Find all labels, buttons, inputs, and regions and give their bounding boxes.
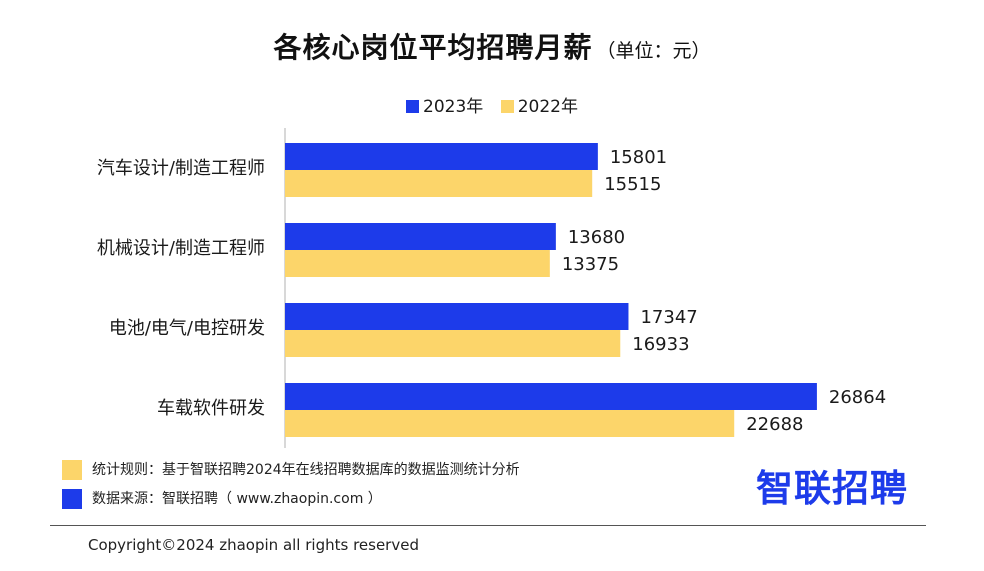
value-label: 15515 — [604, 174, 661, 195]
note-swatch-blue — [62, 489, 82, 509]
value-label: 22688 — [746, 414, 803, 435]
legend-label-2023: 2023年 — [423, 97, 484, 117]
bar-2023 — [285, 383, 817, 410]
note-source: 数据来源：智联招聘（ www.zhaopin.com ） — [62, 488, 382, 509]
bar-2022 — [285, 170, 593, 197]
bar-2023 — [285, 223, 556, 250]
value-label: 17347 — [640, 307, 697, 328]
bar-2023 — [285, 143, 598, 170]
bar-2023 — [285, 303, 629, 330]
bar-2022 — [285, 330, 621, 357]
legend-swatch-2023 — [406, 100, 420, 113]
title-text: 各核心岗位平均招聘月薪 — [273, 31, 593, 64]
value-label: 13680 — [568, 227, 625, 248]
note-source-text: 数据来源：智联招聘（ www.zhaopin.com ） — [92, 491, 382, 507]
legend-swatch-2022 — [500, 100, 514, 113]
category-label: 汽车设计/制造工程师 — [97, 158, 265, 179]
unit-label: （单位：元） — [596, 40, 711, 62]
zhaopin-logo: 智联招聘 — [756, 467, 908, 510]
legend-label-2022: 2022年 — [517, 97, 578, 117]
category-label: 电池/电气/电控研发 — [109, 318, 265, 339]
note-swatch-yellow — [62, 460, 82, 480]
value-label: 26864 — [829, 387, 886, 408]
chart-title: 各核心岗位平均招聘月薪 （单位：元） — [0, 26, 984, 66]
category-label: 车载软件研发 — [157, 398, 265, 419]
category-label: 机械设计/制造工程师 — [97, 238, 265, 259]
note-rule: 统计规则：基于智联招聘2024年在线招聘数据库的数据监测统计分析 — [62, 459, 520, 480]
footer-divider — [50, 525, 926, 526]
bar-2022 — [285, 250, 550, 277]
bar-chart: 汽车设计/制造工程师 15801 15515 机械设计/制造工程师 13680 13375… — [97, 128, 886, 448]
copyright-text: Copyright©2024 zhaopin all rights reserv… — [88, 536, 419, 554]
value-label: 16933 — [632, 334, 689, 355]
legend: 2023年 2022年 — [0, 92, 984, 117]
legend-item-2023: 2023年 — [406, 92, 483, 117]
bar-2022 — [285, 410, 735, 437]
value-label: 13375 — [562, 254, 619, 275]
note-rule-text: 统计规则：基于智联招聘2024年在线招聘数据库的数据监测统计分析 — [92, 462, 520, 478]
legend-item-2022: 2022年 — [500, 92, 578, 117]
value-label: 15801 — [610, 147, 667, 168]
